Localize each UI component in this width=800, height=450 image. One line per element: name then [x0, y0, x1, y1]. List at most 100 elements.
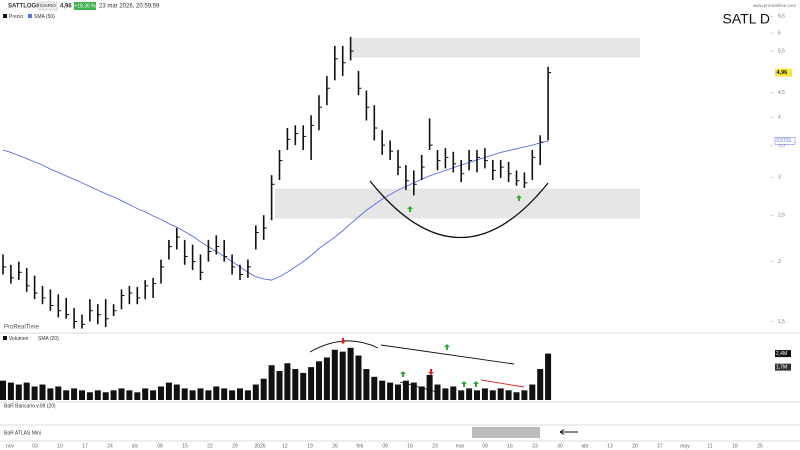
x-tick-label: 09: [382, 443, 388, 449]
legend-swatch: [28, 14, 32, 18]
x-tick-label: feb: [357, 443, 364, 449]
buy-arrow: [407, 206, 413, 212]
volume-bar: [15, 384, 22, 400]
volume-bar: [126, 390, 133, 400]
volume-bar: [505, 390, 512, 400]
volume-bar: [292, 369, 299, 400]
x-tick-label: 08: [157, 443, 163, 449]
legend-volume-sma: SMA (20): [38, 336, 59, 342]
volume-bar: [442, 388, 449, 400]
y-tick-label: 2: [778, 259, 781, 265]
volume-bar: [323, 357, 330, 400]
volume-bar: [450, 386, 457, 400]
volume-bar: [347, 347, 354, 400]
volume-bar: [379, 380, 386, 400]
x-tick-label: may: [680, 443, 690, 449]
cup-curve: [369, 180, 549, 239]
sma-value-label: 3,5731: [776, 138, 792, 144]
buy-arrow: [444, 344, 450, 350]
x-tick-label: 09: [482, 443, 488, 449]
x-tick-label: 16: [507, 443, 513, 449]
x-tick-label: 29: [232, 443, 238, 449]
volume-last-label: 2,4M: [776, 351, 787, 357]
volume-bar: [134, 392, 141, 400]
volume-bar: [458, 390, 465, 400]
zone: [275, 188, 640, 219]
last-price-box: [775, 68, 792, 77]
symbol: SATTLOGIC: [8, 4, 43, 10]
plot: nov 03 10 17 24 dic 08 15 22 29 2026 12 19 26 feb 09 16 2…: [0, 14, 796, 449]
zone: [350, 37, 640, 58]
change-badge: [74, 2, 96, 10]
legend-price: Precio: [9, 14, 23, 20]
x-tick-label: nov: [6, 443, 15, 449]
volume-bar: [489, 390, 496, 400]
x-tick-label: 24: [107, 443, 113, 449]
x-tick-label: abr: [581, 443, 589, 449]
x-tick-label: 19: [307, 443, 313, 449]
period-badge: [38, 1, 58, 11]
buy-arrow: [461, 381, 467, 387]
x-tick-label: 30: [557, 443, 563, 449]
volume-bar: [150, 390, 157, 400]
ticker: SATL D: [723, 11, 770, 27]
volume-bar: [355, 355, 362, 400]
sma-line: [2, 140, 549, 281]
indicator-label: BaR Bancario v.09 (20): [4, 403, 56, 409]
volume-bar: [213, 386, 220, 400]
y-tick-label: 6: [778, 30, 781, 36]
volume-bar: [252, 384, 259, 400]
volume-bar: [102, 392, 109, 400]
x-tick-label: 11: [707, 443, 712, 449]
volume-bar: [497, 388, 504, 400]
indicator-label: BaR ATLAS Mini: [4, 430, 41, 436]
volume-bar: [466, 388, 473, 400]
volume-bar: [260, 378, 267, 400]
volume-bar: [39, 384, 46, 400]
x-tick-label: 20: [632, 443, 638, 449]
volume-bar: [276, 371, 283, 400]
volume-bar: [402, 380, 409, 400]
volume-bar: [363, 369, 370, 400]
volume-bar: [31, 386, 38, 400]
legend-volume: Volumen: [9, 336, 29, 342]
x-tick-label: 23: [432, 443, 438, 449]
volume-bar: [94, 390, 101, 400]
buy-arrows: [400, 195, 522, 387]
volume-bar: [418, 386, 425, 400]
volume-bar: [86, 392, 93, 400]
volume-bar: [513, 392, 520, 400]
price: 4,96: [60, 4, 72, 10]
volume-bar: [426, 374, 433, 400]
volume-bar: [371, 376, 378, 400]
volume-bar: [189, 390, 196, 400]
legend-swatch: [3, 336, 7, 340]
volume-bar: [237, 388, 243, 400]
sma-value-box: [774, 137, 796, 145]
last-price-label: 4,96: [777, 70, 788, 76]
y-tick-label: 1,5: [778, 319, 785, 325]
volume-bar: [221, 388, 228, 400]
x-tick-label: 10: [57, 443, 63, 449]
y-tick-label: 3,5: [778, 142, 785, 148]
x-tick-label: 13: [607, 443, 613, 449]
volume-bar: [308, 367, 315, 400]
volume-bar: [537, 369, 544, 400]
x-tick-label: dic: [132, 443, 139, 449]
legend-swatch: [3, 14, 7, 18]
x-tick-label: mar: [456, 443, 465, 449]
volume-bar: [410, 382, 417, 400]
x-tick-label: 22: [207, 443, 213, 449]
site: www.prorealtime.com: [753, 3, 796, 8]
volume-bar: [142, 388, 149, 400]
legend-sma: SMA (50): [34, 14, 55, 20]
change: +18,36 %: [74, 3, 96, 9]
y-tick-label: 2,5: [778, 213, 785, 219]
watermark: ProRealTime: [4, 325, 39, 331]
volume-bar: [521, 390, 528, 400]
volume-bar: [300, 372, 307, 400]
volume-bar: [55, 386, 62, 400]
trend-line: [380, 344, 515, 365]
